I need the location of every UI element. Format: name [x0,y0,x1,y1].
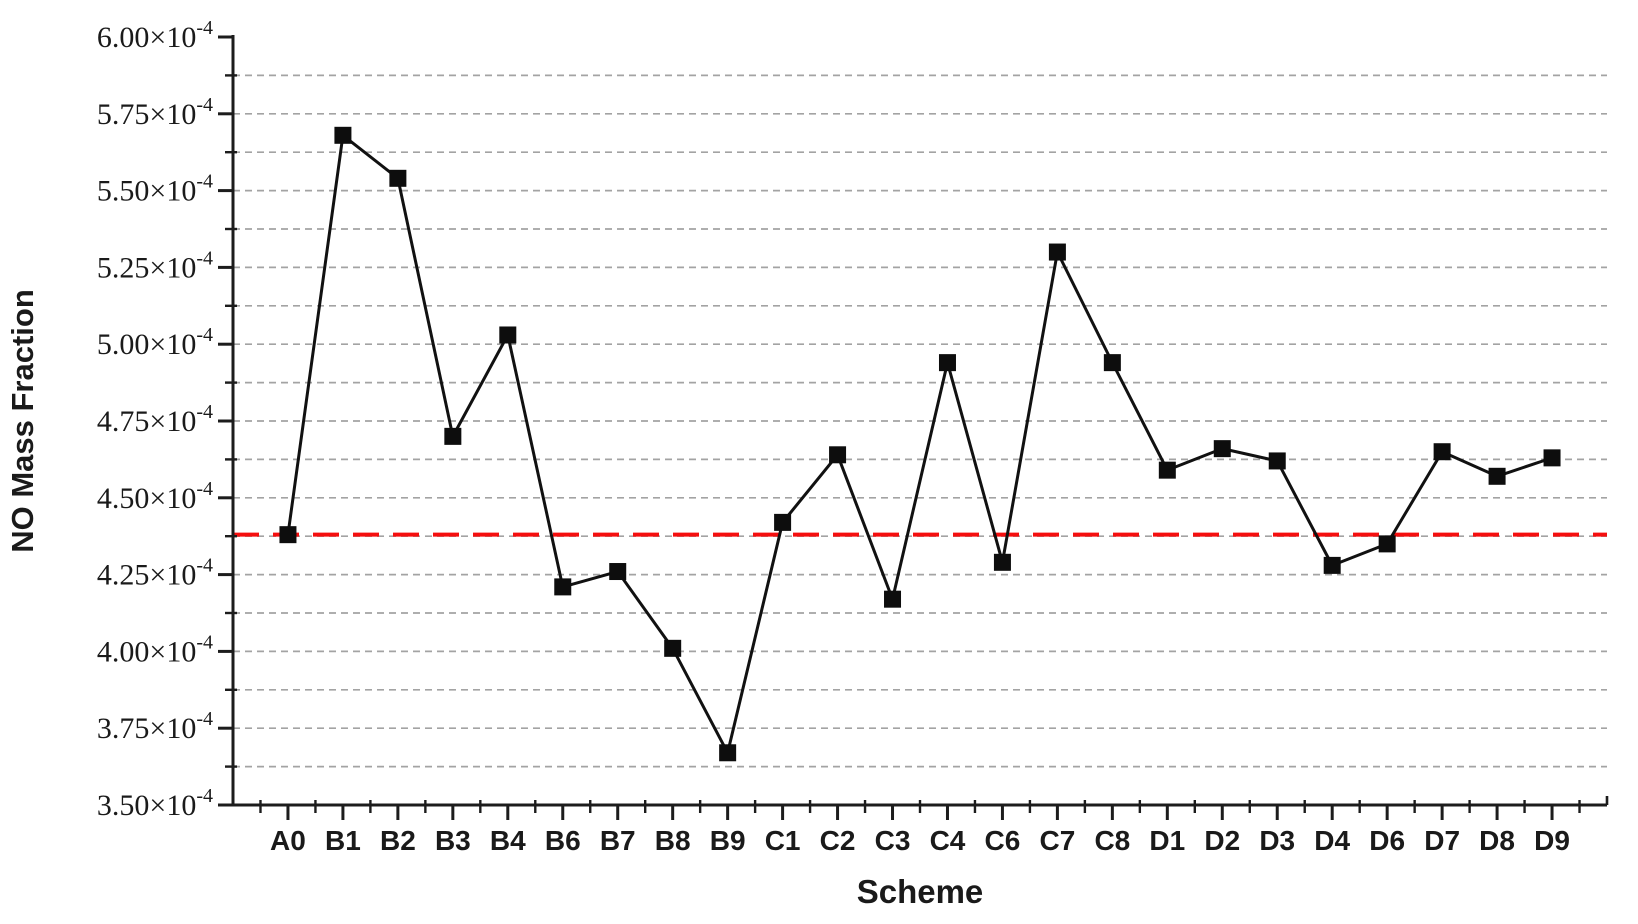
y-axis-title: NO Mass Fraction [5,289,40,553]
x-ticks: A0 B1 B2 B3 B4 B6 B7 B8 B9 C1 C2 C3 C4 C6 C7 C8 D1 D2 D3 D4… [259,800,1581,856]
series-markers [279,126,1561,762]
y-tick-label: 6.00×10-4 [97,17,213,54]
data-point-marker [774,513,792,531]
data-point-marker [1103,354,1121,372]
data-point-marker [1433,443,1451,461]
x-tick-label: D2 [1204,825,1240,856]
x-tick-label: B9 [710,825,746,856]
x-tick-label: D1 [1149,825,1185,856]
x-tick-label: B8 [655,825,691,856]
data-point-marker [1543,449,1561,467]
data-point-marker [993,553,1011,571]
data-point-marker [499,326,517,344]
x-tick-label: D3 [1259,825,1295,856]
data-point-marker [334,126,352,144]
data-point-marker [1158,461,1176,479]
data-point-marker [554,578,572,596]
data-point-marker [1268,452,1286,470]
y-tick-label: 5.75×10-4 [97,94,213,131]
y-ticks: 3.50×10-4 3.75×10-4 4.00×10-4 4.25×10-4 4.50… [97,17,237,822]
y-tick-label: 4.50×10-4 [97,478,213,515]
data-point-marker [1488,467,1506,485]
x-tick-label: B3 [435,825,471,856]
data-point-marker [719,744,737,762]
y-tick-label: 3.75×10-4 [97,708,213,745]
data-point-marker [444,427,462,445]
x-tick-label: B4 [490,825,526,856]
y-tick-label: 3.50×10-4 [97,785,213,822]
data-point-marker [664,639,682,657]
x-tick-label: A0 [270,825,306,856]
x-tick-label: C7 [1040,825,1076,856]
x-tick-label: D6 [1369,825,1405,856]
x-tick-label: C1 [765,825,801,856]
x-tick-label: C2 [820,825,856,856]
data-point-marker [389,169,407,187]
x-tick-label: B6 [545,825,581,856]
x-tick-label: D4 [1314,825,1350,856]
x-axis-title: Scheme [857,873,984,910]
y-tick-label: 4.00×10-4 [97,631,213,668]
series-line [286,133,1553,755]
y-tick-label: 5.25×10-4 [97,247,213,284]
y-tick-label: 4.25×10-4 [97,555,213,592]
y-tick-label: 4.75×10-4 [97,401,213,438]
x-tick-label: D8 [1479,825,1515,856]
data-point-marker [829,446,847,464]
x-tick-label: D9 [1534,825,1570,856]
y-tick-label: 5.50×10-4 [97,171,213,208]
x-tick-label: C3 [875,825,911,856]
data-point-marker [279,526,297,544]
data-point-marker [1048,243,1066,261]
gridlines [233,74,1607,768]
x-tick-label: B2 [380,825,416,856]
data-point-marker [609,563,627,581]
x-tick-label: C4 [930,825,966,856]
data-point-marker [1323,556,1341,574]
x-tick-label: C6 [985,825,1021,856]
data-point-marker [1213,440,1231,458]
x-tick-label: C8 [1094,825,1130,856]
data-point-marker [938,354,956,372]
data-point-marker [1378,535,1396,553]
x-tick-label: B1 [325,825,361,856]
data-point-marker [884,590,902,608]
x-tick-label: B7 [600,825,636,856]
x-tick-label: D7 [1424,825,1460,856]
y-tick-label: 5.00×10-4 [97,324,213,361]
